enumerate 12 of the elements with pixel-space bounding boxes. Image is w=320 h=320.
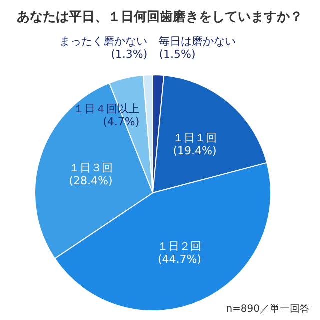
text: n=890／単一回答	[226, 303, 310, 316]
data-label: (28.4%)	[69, 174, 113, 188]
slice-label: １日１回	[172, 132, 217, 145]
data-label: (1.5%)	[159, 48, 196, 62]
data-label: (1.3%)	[111, 48, 148, 62]
slice-label: １日３回	[69, 162, 114, 175]
slice-label: まったく磨かない	[60, 35, 148, 48]
slice-label: １日２回	[158, 240, 202, 254]
data-label: (44.7%)	[158, 253, 202, 266]
slice-label: 毎日は磨かない	[159, 35, 236, 48]
chart-title: あなたは平日、１日何回歯磨きをしていますか？	[16, 8, 304, 26]
data-label: (19.4%)	[173, 144, 217, 158]
